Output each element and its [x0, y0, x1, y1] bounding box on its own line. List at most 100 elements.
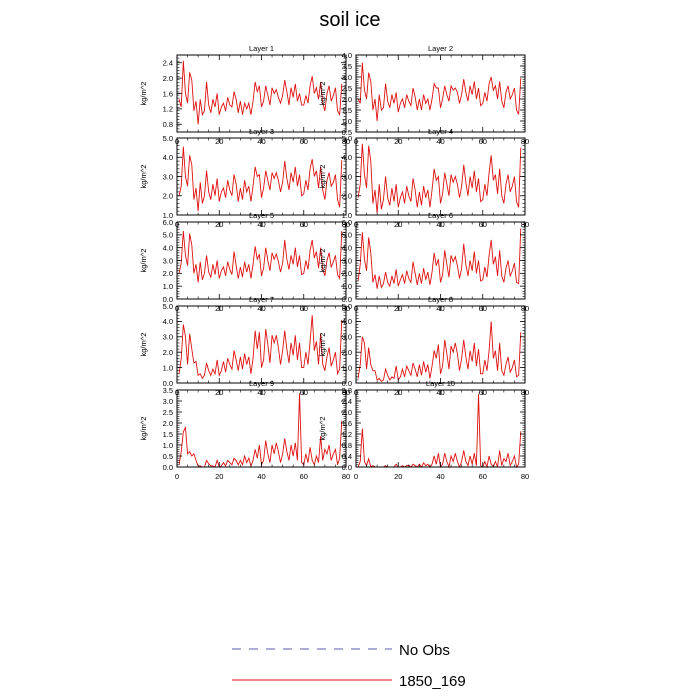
- panel-title: Layer 9: [249, 379, 274, 388]
- y-tick-label: 3.0: [163, 397, 173, 406]
- y-tick-label: 3.0: [163, 256, 173, 265]
- x-tick-label: 40: [257, 472, 265, 481]
- y-tick-label: 6.0: [163, 218, 173, 227]
- y-axis-label: kg/m^2: [139, 249, 148, 273]
- series-line: [178, 146, 343, 212]
- y-tick-label: 2.0: [163, 348, 173, 357]
- y-tick-label: 1.0: [342, 282, 352, 291]
- y-tick-label: 1.0: [163, 363, 173, 372]
- series-line: [178, 315, 343, 380]
- y-tick-label: 2.0: [163, 74, 173, 83]
- y-tick-label: 2.8: [342, 386, 352, 395]
- panel-title: Layer 7: [249, 295, 274, 304]
- y-tick-label: 3.5: [163, 386, 173, 395]
- series-line: [357, 62, 522, 122]
- legend-label-no-obs: No Obs: [399, 642, 450, 659]
- y-tick-label: 1.5: [342, 106, 352, 115]
- y-axis-label: kg/m^2: [318, 417, 327, 441]
- x-tick-label: 20: [215, 472, 223, 481]
- series-line: [357, 228, 522, 289]
- y-tick-label: 5.0: [163, 302, 173, 311]
- y-tick-label: 2.0: [342, 408, 352, 417]
- y-axis-label: kg/m^2: [139, 82, 148, 106]
- y-tick-label: 1.0: [163, 282, 173, 291]
- x-tick-label: 20: [394, 472, 402, 481]
- y-axis-label: kg/m^2: [318, 82, 327, 106]
- y-tick-label: 0.0: [163, 295, 173, 304]
- plot-frame: [355, 54, 526, 133]
- x-tick-label: 60: [479, 472, 487, 481]
- plot-frame: [355, 389, 526, 468]
- y-tick-label: 2.4: [163, 59, 173, 68]
- y-tick-label: 2.5: [163, 408, 173, 417]
- y-tick-label: 0.0: [342, 295, 352, 304]
- x-tick-label: 0: [175, 472, 179, 481]
- series-line: [178, 60, 343, 125]
- y-tick-label: 2.0: [342, 95, 352, 104]
- y-tick-label: 6.0: [342, 218, 352, 227]
- y-tick-label: 0.5: [163, 452, 173, 461]
- panel-title: Layer 2: [428, 44, 453, 53]
- y-tick-label: 2.5: [342, 84, 352, 93]
- y-tick-label: 1.2: [163, 105, 173, 114]
- y-tick-label: 4.0: [342, 243, 352, 252]
- y-tick-label: 4.0: [163, 317, 173, 326]
- y-tick-label: 1.0: [163, 441, 173, 450]
- y-tick-label: 0.0: [163, 463, 173, 472]
- y-tick-label: 3.0: [342, 172, 352, 181]
- panel-title: Layer 5: [249, 211, 274, 220]
- y-tick-label: 3.0: [342, 256, 352, 265]
- x-tick-label: 60: [300, 472, 308, 481]
- y-tick-label: 5.0: [342, 302, 352, 311]
- panel-title: Layer 10: [426, 379, 455, 388]
- y-tick-label: 0.4: [342, 452, 352, 461]
- y-tick-label: 1.6: [163, 89, 173, 98]
- panel-title: Layer 6: [428, 211, 453, 220]
- y-axis-label: kg/m^2: [139, 333, 148, 357]
- figure-title: soil ice: [319, 9, 381, 31]
- y-axis-label: kg/m^2: [139, 417, 148, 441]
- y-axis-label: kg/m^2: [318, 249, 327, 273]
- x-tick-label: 80: [342, 472, 350, 481]
- y-tick-label: 1.0: [342, 363, 352, 372]
- y-tick-label: 1.0: [163, 211, 173, 220]
- y-tick-label: 4.0: [163, 153, 173, 162]
- y-tick-label: 5.0: [342, 134, 352, 143]
- y-axis-label: kg/m^2: [318, 165, 327, 189]
- panel-title: Layer 3: [249, 127, 274, 136]
- y-tick-label: 4.0: [342, 153, 352, 162]
- panel-title: Layer 1: [249, 44, 274, 53]
- series-line: [178, 230, 343, 283]
- y-tick-label: 3.0: [342, 333, 352, 342]
- y-tick-label: 5.0: [342, 231, 352, 240]
- x-tick-label: 40: [436, 472, 444, 481]
- legend-label-1850-169: 1850_169: [399, 673, 466, 690]
- series-line: [357, 394, 522, 469]
- y-tick-label: 2.0: [163, 419, 173, 428]
- y-tick-label: 4.0: [163, 243, 173, 252]
- y-tick-label: 0.0: [342, 463, 352, 472]
- series-line: [178, 393, 343, 468]
- y-tick-label: 2.0: [163, 269, 173, 278]
- y-axis-label: kg/m^2: [139, 165, 148, 189]
- y-tick-label: 0.8: [163, 120, 173, 129]
- panel-title: Layer 4: [428, 127, 453, 136]
- y-tick-label: 2.0: [342, 348, 352, 357]
- panel-title: Layer 8: [428, 295, 453, 304]
- y-tick-label: 3.5: [342, 62, 352, 71]
- y-axis-label: kg/m^2: [318, 333, 327, 357]
- y-tick-label: 3.0: [342, 73, 352, 82]
- y-tick-label: 3.0: [163, 333, 173, 342]
- y-tick-label: 1.0: [342, 211, 352, 220]
- x-tick-label: 0: [354, 472, 358, 481]
- y-tick-label: 1.6: [342, 419, 352, 428]
- y-tick-label: 4.0: [342, 317, 352, 326]
- y-tick-label: 5.0: [163, 134, 173, 143]
